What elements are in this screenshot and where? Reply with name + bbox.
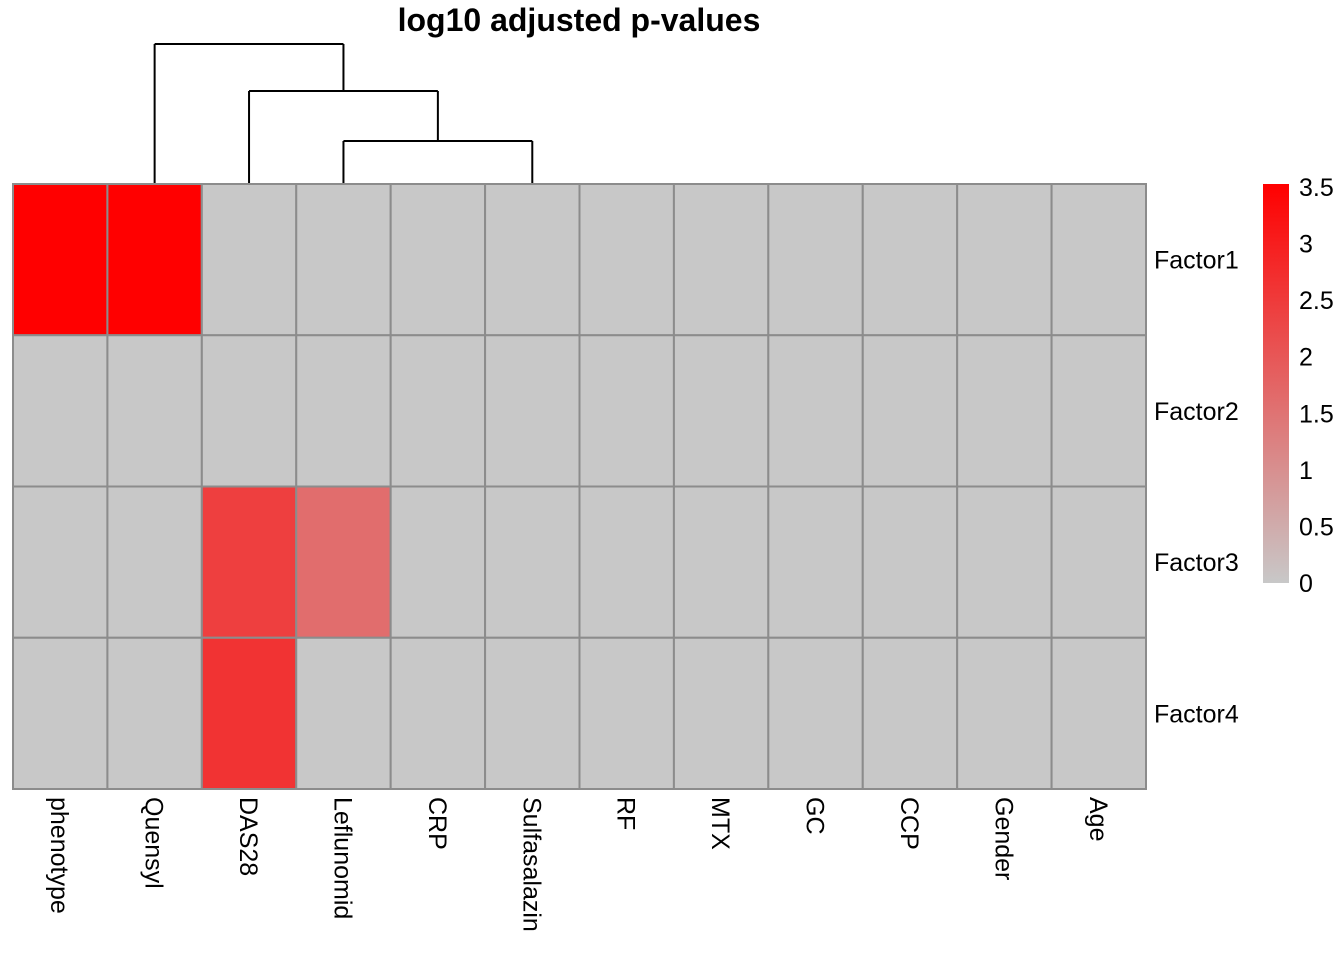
row-label-factor3: Factor3: [1154, 549, 1239, 577]
heatmap-cell-factor1-crp: [389, 183, 487, 337]
heatmap-cell-factor3-age: [1050, 485, 1148, 639]
heatmap-cell-factor3-crp: [389, 485, 487, 639]
legend-tick-label: 0.5: [1299, 513, 1334, 541]
heatmap-cell-factor2-gender: [956, 334, 1053, 488]
column-label-gc: GC: [801, 797, 829, 835]
row-labels: Factor1 Factor2 Factor3 Factor4: [1154, 247, 1239, 729]
row-label-factor1: Factor1: [1154, 247, 1239, 275]
heatmap-cell-factor2-ccp: [861, 334, 959, 488]
legend-tick-label: 1: [1299, 457, 1313, 485]
heatmap-cell-factor1-leflunomid: [295, 183, 392, 337]
heatmap-cell-factor3-quensyl: [106, 485, 203, 639]
heatmap-cell-factor2-sulfasalazin: [484, 334, 581, 488]
heatmap-cell-factor3-gender: [956, 485, 1053, 639]
column-label-ccp: CCP: [895, 797, 923, 850]
column-label-quensyl: Quensyl: [140, 797, 168, 889]
heatmap-cell-factor1-das28: [200, 183, 298, 337]
legend-tick-label: 3: [1299, 231, 1313, 259]
column-label-gender: Gender: [989, 797, 1017, 880]
heatmap-cell-factor2-age: [1050, 334, 1148, 488]
heatmap-cell-factor3-phenotype: [12, 485, 109, 639]
heatmap-cell-factor1-phenotype: [12, 183, 109, 337]
column-label-das28: DAS28: [234, 797, 262, 876]
heatmap-cell-factor3-ccp: [861, 485, 959, 639]
heatmap-cell-factor3-mtx: [672, 485, 770, 639]
column-label-sulfasalazin: Sulfasalazin: [517, 797, 545, 932]
heatmap-cell-factor2-gc: [767, 334, 864, 488]
heatmap-cell-factor2-leflunomid: [295, 334, 392, 488]
heatmap-cell-factor1-mtx: [672, 183, 770, 337]
heatmap-cell-factor4-age: [1050, 636, 1148, 790]
heatmap-cells: [12, 183, 1148, 790]
heatmap-cell-factor4-sulfasalazin: [484, 636, 581, 790]
heatmap-cell-factor1-rf: [578, 183, 675, 337]
column-label-phenotype: phenotype: [45, 797, 73, 914]
column-label-rf: RF: [612, 797, 640, 830]
heatmap-cell-factor3-rf: [578, 485, 675, 639]
heatmap-cell-factor4-phenotype: [12, 636, 109, 790]
heatmap-cell-factor4-leflunomid: [295, 636, 392, 790]
heatmap-cell-factor2-mtx: [672, 334, 770, 488]
legend-tick-label: 0: [1299, 570, 1313, 598]
heatmap-cell-factor4-mtx: [672, 636, 770, 790]
heatmap-cell-factor1-sulfasalazin: [484, 183, 581, 337]
row-label-factor2: Factor2: [1154, 398, 1239, 426]
heatmap-cell-factor4-crp: [389, 636, 487, 790]
heatmap-cell-factor4-quensyl: [106, 636, 203, 790]
row-label-factor4: Factor4: [1154, 700, 1239, 728]
heatmap-cell-factor3-gc: [767, 485, 864, 639]
heatmap-cell-factor2-phenotype: [12, 334, 109, 488]
column-labels: phenotype Quensyl DAS28 Leflunomid CRP Sulfas…: [45, 797, 1112, 932]
heatmap-cell-factor1-age: [1050, 183, 1148, 337]
column-label-crp: CRP: [423, 797, 451, 850]
legend-tick-label: 3.5: [1299, 174, 1334, 202]
heatmap-cell-factor1-ccp: [861, 183, 959, 337]
heatmap-cell-factor3-leflunomid: [295, 485, 392, 639]
color-legend-bar: [1263, 184, 1289, 583]
heatmap-cell-factor1-quensyl: [106, 183, 203, 337]
heatmap-cell-factor4-rf: [578, 636, 675, 790]
chart-title: log10 adjusted p-values: [398, 2, 761, 38]
heatmap-cell-factor4-gender: [956, 636, 1053, 790]
heatmap-cell-factor3-sulfasalazin: [484, 485, 581, 639]
column-label-age: Age: [1084, 797, 1112, 841]
column-label-leflunomid: Leflunomid: [328, 797, 356, 919]
column-label-mtx: MTX: [706, 797, 734, 850]
legend-tick-label: 2: [1299, 344, 1313, 372]
heatmap-cell-factor1-gender: [956, 183, 1053, 337]
heatmap-cell-factor4-das28: [200, 636, 298, 790]
color-legend: 0 0.5 1 1.5 2 2.5 3 3.5: [1263, 174, 1334, 598]
heatmap-cell-factor2-rf: [578, 334, 675, 488]
legend-tick-label: 2.5: [1299, 287, 1334, 315]
heatmap-cell-factor4-gc: [767, 636, 864, 790]
heatmap-cell-factor4-ccp: [861, 636, 959, 790]
heatmap-cell-factor3-das28: [200, 485, 298, 639]
legend-tick-label: 1.5: [1299, 400, 1334, 428]
heatmap-cell-factor2-crp: [389, 334, 487, 488]
heatmap-cell-factor2-das28: [200, 334, 298, 488]
heatmap-cell-factor1-gc: [767, 183, 864, 337]
column-dendrogram: [153, 43, 534, 184]
heatmap-cell-factor2-quensyl: [106, 334, 203, 488]
